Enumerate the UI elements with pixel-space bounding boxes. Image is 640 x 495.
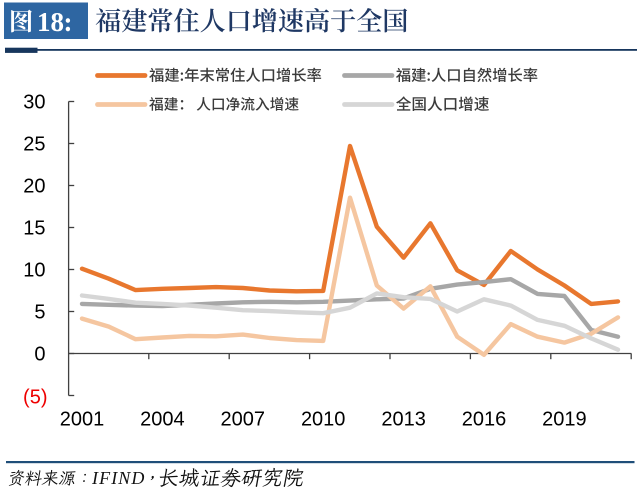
svg-text:2010: 2010 bbox=[301, 409, 346, 431]
svg-text:20: 20 bbox=[23, 176, 45, 198]
svg-text:10: 10 bbox=[23, 260, 45, 282]
svg-text:2001: 2001 bbox=[60, 409, 105, 431]
svg-text:18: 18 bbox=[37, 7, 64, 37]
svg-text:IFIND: IFIND bbox=[91, 468, 146, 488]
svg-text:(5): (5) bbox=[23, 386, 47, 408]
svg-text:15: 15 bbox=[23, 218, 45, 240]
svg-text:30: 30 bbox=[23, 92, 45, 114]
svg-text:2016: 2016 bbox=[462, 409, 507, 431]
svg-text:25: 25 bbox=[23, 134, 45, 156]
svg-text:2013: 2013 bbox=[381, 409, 426, 431]
svg-text:0: 0 bbox=[34, 344, 45, 366]
svg-text:5: 5 bbox=[34, 302, 45, 324]
svg-text:2019: 2019 bbox=[542, 409, 587, 431]
svg-text::: : bbox=[64, 7, 73, 37]
svg-text:2007: 2007 bbox=[221, 409, 266, 431]
svg-text:2004: 2004 bbox=[140, 409, 185, 431]
